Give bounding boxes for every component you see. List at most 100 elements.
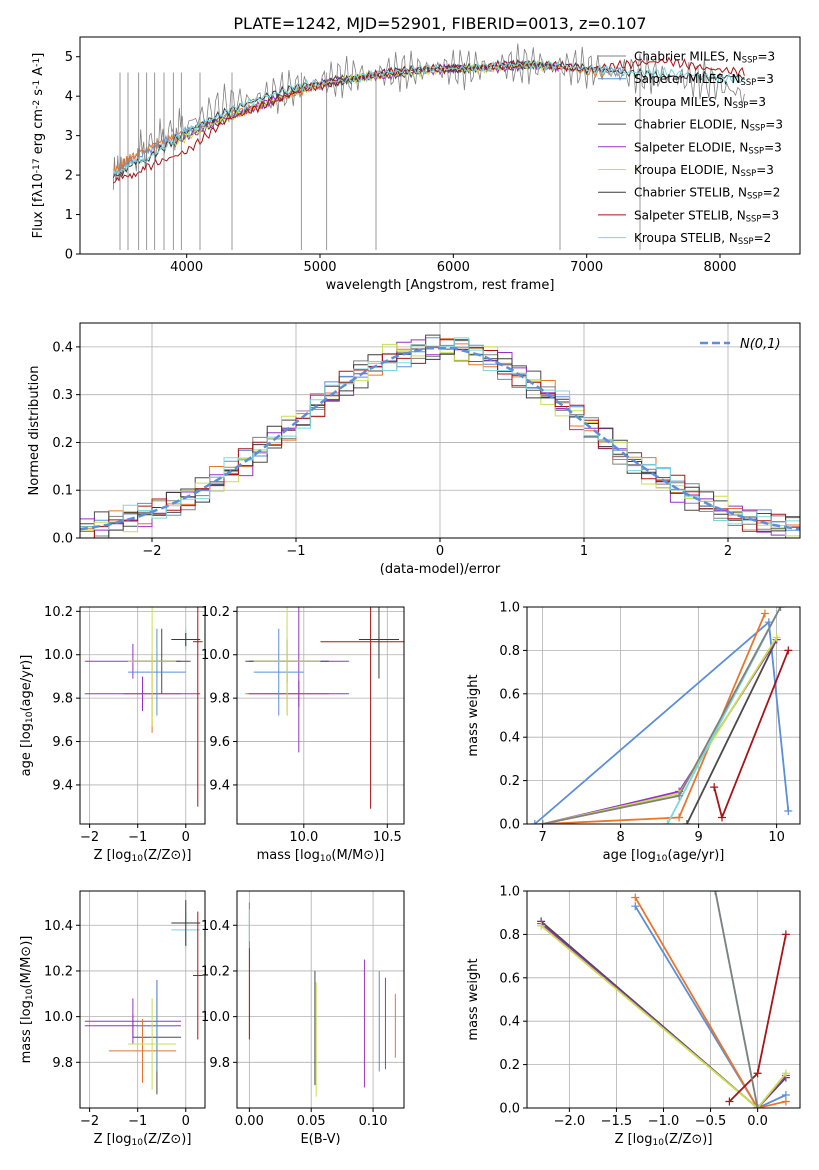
x-tick-label: 10.5 [373, 830, 402, 845]
x-tick-label: 6000 [437, 260, 470, 275]
weight-marker [631, 902, 640, 911]
y-tick-label: 9.8 [52, 1056, 73, 1071]
y-tick-label: 10.0 [201, 1010, 230, 1025]
x-tick-label: 0.10 [359, 1114, 388, 1129]
y-tick-label: 10.2 [201, 964, 230, 979]
spectrum-line [113, 56, 745, 184]
x-tick-label: 7000 [570, 260, 603, 275]
chart-spectrum: 4000 5000 6000 7000 8000 0 1 2 3 4 5 wavelength [An… [31, 14, 801, 293]
chart-age_vs_Z: −2 −1 0 9.4 9.6 9.8 10.0 10.2 Z [log10(Z/Z⊙)] age… [19, 605, 206, 864]
plot-area [530, 607, 793, 824]
y-axis-label: mass weight [466, 958, 481, 1040]
plot-area [80, 334, 800, 538]
weight-marker [781, 1069, 790, 1078]
x-axis-label: Z [log10(Z/Z⊙)] [94, 848, 192, 864]
axes-frame [79, 322, 801, 539]
weight-marker [753, 1104, 762, 1108]
y-tick-label: 1 [65, 208, 73, 223]
weight-line [540, 925, 787, 1108]
chart-mass_vs_ebv: 0.00 0.05 0.10 9.8 10.0 10.2 10.4 E(B-V) [201, 890, 405, 1147]
weight-marker [753, 1069, 762, 1078]
x-tick-label: 0 [182, 1114, 190, 1129]
y-tick-label: 10.2 [201, 605, 230, 620]
histogram-step [80, 339, 800, 538]
legend-label: Salpeter MILES, NSSP=3 [634, 72, 774, 87]
y-tick-label: 10.4 [44, 919, 73, 934]
x-tick-label: −1 [128, 830, 147, 845]
weight-marker [631, 893, 640, 902]
legend-label: N(0,1) [740, 337, 781, 352]
y-axis-label: mass weight [466, 674, 481, 756]
x-tick-label: −0.5 [695, 1114, 727, 1129]
x-tick-label: 9 [694, 830, 702, 845]
legend-label: Kroupa MILES, NSSP=3 [634, 95, 766, 110]
x-tick-label: 10 [768, 830, 785, 845]
chart-massweight_vs_age: 7 8 9 10 0.0 0.2 0.4 0.6 0.8 1.0 age [log10(age/yr… [466, 601, 801, 864]
plot-area [248, 902, 396, 1097]
axes-frame [79, 890, 206, 1109]
plot-area [84, 607, 203, 807]
chart-title: PLATE=1242, MJD=52901, FIBERID=0013, z=0… [233, 14, 646, 33]
y-tick-label: 0.0 [499, 1102, 520, 1117]
weight-marker [784, 806, 793, 815]
y-tick-label: 0.2 [52, 436, 73, 451]
y-tick-label: 2 [65, 169, 73, 184]
weight-marker [710, 783, 719, 792]
y-tick-label: 10.2 [44, 605, 73, 620]
weight-line [634, 905, 787, 1108]
plot-area [84, 900, 203, 1095]
weight-line [540, 922, 787, 1108]
x-tick-label: −1.5 [601, 1114, 633, 1129]
x-tick-label: 10.0 [289, 830, 318, 845]
weight-line [713, 650, 790, 821]
y-tick-label: 4 [65, 90, 73, 105]
x-axis-label: (data-model)/error [380, 562, 501, 577]
x-tick-label: −2 [80, 1114, 99, 1129]
weight-marker [760, 609, 769, 618]
legend-label: Salpeter STELIB, NSSP=3 [634, 208, 779, 223]
x-tick-label: 2 [724, 544, 732, 559]
x-axis-label: Z [log10(Z/Z⊙)] [94, 1132, 192, 1148]
plot-area [112, 43, 745, 251]
weight-line [634, 897, 787, 1108]
x-axis-label: mass [log10(M/M⊙)] [257, 848, 385, 864]
chart-age_vs_mass: 10.0 10.5 9.4 9.6 9.8 10.0 10.2 mass [log10(M/M… [201, 605, 405, 864]
weight-line [534, 620, 790, 824]
y-tick-label: 0.8 [499, 928, 520, 943]
y-axis-label: mass [log10(M/M⊙)] [19, 936, 35, 1064]
y-tick-label: 0.1 [52, 484, 73, 499]
histogram-step [80, 337, 800, 530]
x-tick-label: 5000 [303, 260, 336, 275]
y-tick-label: 0.2 [499, 774, 520, 789]
legend-label: Kroupa ELODIE, NSSP=3 [634, 163, 774, 178]
y-tick-label: 10.4 [201, 919, 230, 934]
weight-line [686, 639, 778, 824]
legend-label: Salpeter ELODIE, NSSP=3 [634, 140, 782, 155]
axes-frame [79, 606, 206, 825]
y-tick-label: 1.0 [499, 601, 520, 616]
y-tick-label: 0.8 [499, 644, 520, 659]
weight-marker [675, 813, 684, 822]
spectrum-line [172, 59, 559, 147]
y-tick-label: 0.0 [499, 818, 520, 833]
x-tick-label: 0.05 [297, 1114, 326, 1129]
x-tick-label: −2 [142, 544, 161, 559]
legend-label: Chabrier STELIB, NSSP=2 [634, 186, 780, 201]
x-tick-label: 7 [538, 830, 546, 845]
plot-area [537, 891, 790, 1108]
x-tick-label: −1 [128, 1114, 147, 1129]
weight-marker [718, 813, 726, 822]
legend-label: Chabrier MILES, NSSP=3 [634, 50, 775, 65]
x-tick-label: 0 [182, 830, 190, 845]
y-tick-label: 0.4 [499, 1015, 520, 1030]
x-tick-label: 8 [616, 830, 624, 845]
x-axis-label: wavelength [Angstrom, rest frame] [326, 278, 555, 293]
y-tick-label: 0.3 [52, 388, 73, 403]
weight-marker [530, 820, 539, 824]
chart-massweight_vs_Z: −2.0 −1.5 −1.0 −0.5 0.0 0.0 0.2 0.4 0.6 0.8 1.0 Z [… [466, 885, 801, 1148]
weight-marker [538, 820, 547, 824]
x-tick-label: 1 [580, 544, 588, 559]
weight-marker [781, 1097, 790, 1106]
y-tick-label: 0.2 [499, 1058, 520, 1073]
x-axis-label: age [log10(age/yr)] [603, 848, 725, 864]
